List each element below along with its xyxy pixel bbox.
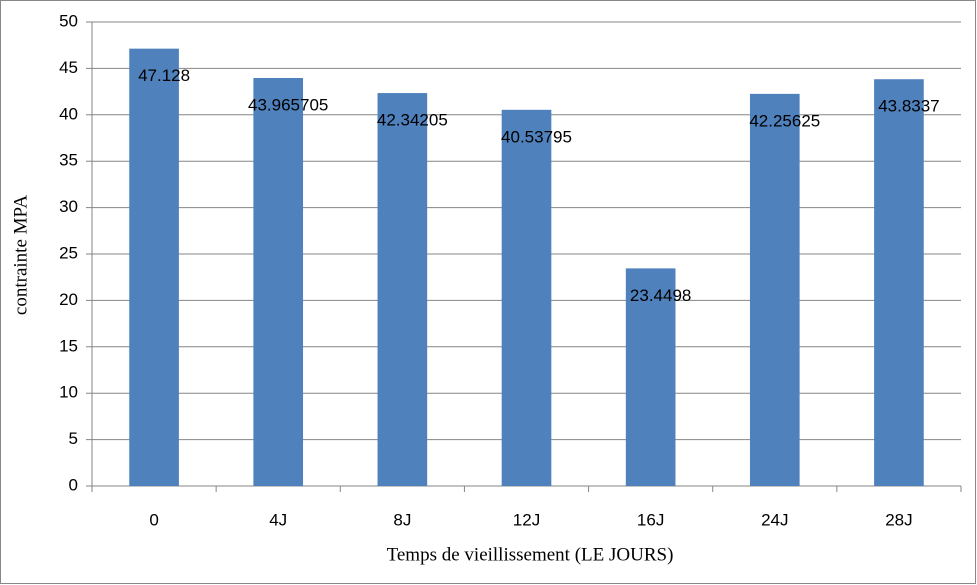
bar [625, 268, 676, 486]
bar [749, 93, 800, 486]
bar [377, 93, 428, 487]
data-label: 40.53795 [501, 127, 572, 146]
x-tick-label: 4J [269, 510, 287, 529]
data-label: 47.128 [138, 66, 190, 85]
y-axis-title: contrainte MPA [10, 195, 31, 315]
y-tick-label: 5 [69, 429, 78, 448]
y-tick-label: 30 [59, 197, 78, 216]
x-tick-label: 16J [637, 510, 664, 529]
y-tick-label: 25 [59, 243, 78, 262]
y-tick-label: 50 [59, 11, 78, 30]
data-label: 43.8337 [878, 97, 939, 116]
x-tick-label: 0 [149, 510, 158, 529]
y-tick-label: 35 [59, 151, 78, 170]
bar [253, 77, 304, 486]
data-label: 43.965705 [248, 95, 328, 114]
data-label: 23.4498 [630, 286, 691, 305]
data-label: 42.34205 [377, 111, 448, 130]
x-axis-title: Temps de vieillissement (LE JOURS) [387, 544, 674, 565]
x-tick-label: 28J [885, 510, 912, 529]
y-tick-label: 10 [59, 383, 78, 402]
y-tick-label: 0 [69, 475, 78, 494]
y-tick-label: 40 [59, 104, 78, 123]
data-label: 42.25625 [749, 111, 820, 130]
x-tick-label: 8J [393, 510, 411, 529]
y-tick-label: 20 [59, 290, 78, 309]
x-tick-label: 12J [513, 510, 540, 529]
y-tick-label: 45 [59, 58, 78, 77]
y-tick-label: 15 [59, 336, 78, 355]
x-tick-label: 24J [761, 510, 788, 529]
bar [129, 48, 179, 486]
bar [874, 79, 924, 486]
bar [501, 109, 552, 486]
